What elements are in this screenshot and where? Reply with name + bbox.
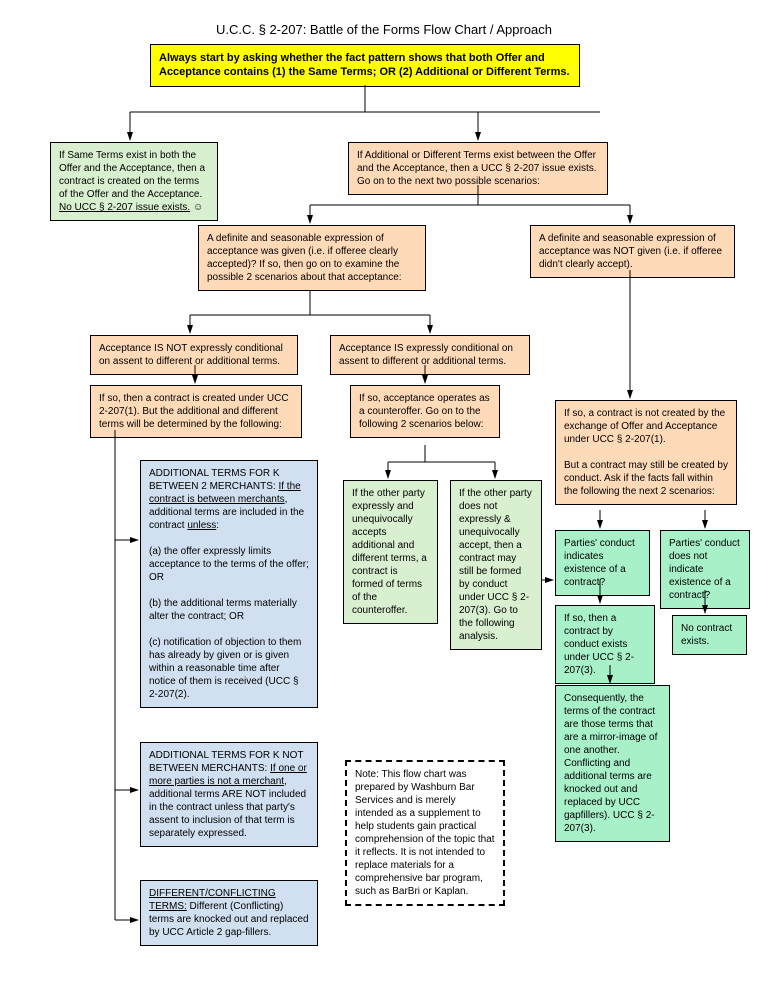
counter-reject-box: If the other party does not expressly & … (450, 480, 542, 650)
addl-diff-box: If Additional or Different Terms exist b… (348, 142, 608, 195)
is-conditional-box: Acceptance IS expressly conditional on a… (330, 335, 530, 375)
no-definite-result-box: If so, a contract is not created by the … (555, 400, 737, 505)
no-contract-box: No contract exists. (672, 615, 747, 655)
counter-accept-box: If the other party expressly and unequiv… (343, 480, 438, 624)
conduct-no-box: Parties' conduct does not indicate exist… (660, 530, 750, 609)
no-def-2: But a contract may still be created by c… (564, 460, 728, 497)
start-text: Always start by asking whether the fact … (159, 52, 570, 78)
not-merchants-box: ADDITIONAL TERMS FOR K NOT BETWEEN MERCH… (140, 742, 318, 847)
by-conduct-box: If so, then a contract by conduct exists… (555, 605, 655, 684)
same-terms-text: If Same Terms exist in both the Offer an… (59, 150, 205, 200)
different-terms-box: DIFFERENT/CONFLICTING TERMS: Different (… (140, 880, 318, 946)
no-def-1: If so, a contract is not created by the … (564, 408, 725, 445)
note-box: Note: This flow chart was prepared by Wa… (345, 760, 505, 906)
same-terms-box: If Same Terms exist in both the Offer an… (50, 142, 218, 221)
merch-head: ADDITIONAL TERMS FOR K BETWEEN 2 MERCHAN… (149, 468, 280, 492)
definite-yes-box: A definite and seasonable expression of … (198, 225, 426, 291)
definite-no-box: A definite and seasonable expression of … (530, 225, 735, 278)
not-cond-ifso-box: If so, then a contract is created under … (90, 385, 302, 438)
consequently-box: Consequently, the terms of the contract … (555, 685, 670, 842)
merch-a: (a) the offer expressly limits acceptanc… (149, 546, 309, 583)
merch-unless: unless (187, 520, 216, 531)
start-box: Always start by asking whether the fact … (150, 44, 580, 87)
not-conditional-box: Acceptance IS NOT expressly conditional … (90, 335, 298, 375)
merchants-box: ADDITIONAL TERMS FOR K BETWEEN 2 MERCHAN… (140, 460, 318, 708)
merch-c: (c) notification of objection to them ha… (149, 637, 301, 700)
same-terms-no-issue: No UCC § 2-207 issue exists. (59, 202, 190, 213)
merch-b: (b) the additional terms materially alte… (149, 598, 297, 622)
conduct-yes-box: Parties' conduct indicates existence of … (555, 530, 650, 596)
is-cond-ifso-box: If so, acceptance operates as a countero… (350, 385, 500, 438)
page-title: U.C.C. § 2-207: Battle of the Forms Flow… (0, 22, 768, 37)
